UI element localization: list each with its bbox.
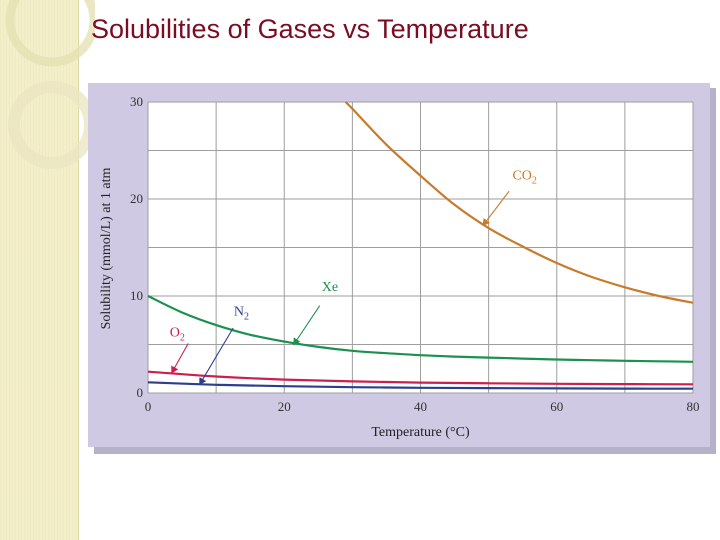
annotation-arrow-co2: [482, 190, 510, 226]
series-line-xe: [147, 295, 694, 363]
x-tick-label: 20: [278, 399, 291, 414]
y-tick-label: 20: [130, 191, 143, 206]
y-axis-title: Solubility (mmol/L) at 1 atm: [99, 168, 114, 330]
y-tick-label: 10: [130, 288, 143, 303]
x-tick-label: 0: [145, 399, 152, 414]
solubility-chart: 0 20 40 60 80 0 10 20 30 CO2 Xe N2 O2 Temperature (…: [99, 94, 700, 440]
x-tick-label: 40: [414, 399, 427, 414]
series-label-n2: N2: [234, 304, 249, 322]
series-lines: [147, 101, 694, 390]
x-axis-title: Temperature (°C): [371, 425, 470, 440]
series-line-o2: [147, 370, 694, 386]
x-tick-label: 80: [687, 399, 700, 414]
grid-lines: [147, 101, 694, 394]
decorative-rings: [5, 0, 95, 169]
y-tick-label: 0: [137, 385, 144, 400]
series-label-xe: Xe: [322, 280, 338, 295]
series-annotations: CO2 Xe N2 O2: [170, 169, 537, 386]
series-label-o2: O2: [170, 326, 185, 344]
x-tick-label: 60: [550, 399, 563, 414]
y-tick-label: 30: [130, 94, 143, 109]
series-line-co2: [344, 101, 694, 304]
annotation-arrow-o2: [171, 343, 189, 374]
series-label-co2: CO2: [512, 169, 536, 187]
annotation-arrow-n2: [199, 327, 234, 386]
series-line-n2: [147, 381, 694, 390]
axis-ticks: 0 20 40 60 80 0 10 20 30: [130, 94, 700, 414]
annotation-arrow-xe: [293, 305, 321, 346]
slide-title: Solubilities of Gases vs Temperature: [91, 14, 529, 44]
